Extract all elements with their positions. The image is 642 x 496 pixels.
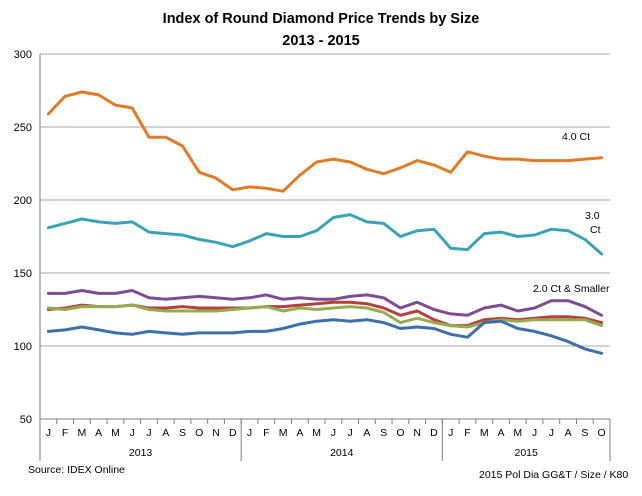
- year-label: 2013: [129, 447, 153, 459]
- series-line: [46, 318, 604, 355]
- x-tick-label: S: [179, 427, 186, 439]
- series-label: 4.0 Ct: [562, 131, 590, 143]
- x-tick-label: D: [430, 427, 438, 439]
- credit-note: 2015 Pol Dia GG&T / Size / K80: [479, 469, 629, 481]
- year-label: 2015: [514, 447, 538, 459]
- x-tick-label: N: [212, 427, 220, 439]
- x-tick-label: A: [498, 427, 505, 439]
- x-tick-label: S: [380, 427, 387, 439]
- x-tick-label: M: [279, 427, 288, 439]
- x-tick-label: F: [263, 427, 269, 439]
- x-tick-label: A: [363, 427, 370, 439]
- x-tick-label: A: [296, 427, 303, 439]
- y-tick-label: 300: [14, 49, 32, 61]
- x-tick-label: M: [513, 427, 522, 439]
- x-tick-label: M: [78, 427, 87, 439]
- series-label: 3.0: [585, 210, 600, 222]
- x-tick-label: J: [448, 427, 453, 439]
- x-tick-label: M: [111, 427, 120, 439]
- x-tick-label: N: [413, 427, 421, 439]
- x-tick-label: M: [480, 427, 489, 439]
- x-tick-label: J: [46, 427, 51, 439]
- x-tick-label: J: [331, 427, 336, 439]
- x-tick-label: J: [247, 427, 252, 439]
- y-tick-label: 250: [14, 122, 32, 134]
- series-label: 2.0 Ct & Smaller: [533, 283, 610, 295]
- series-line: [46, 289, 604, 317]
- x-tick-label: S: [581, 427, 588, 439]
- y-tick-label: 50: [20, 414, 32, 426]
- x-tick-label: J: [146, 427, 151, 439]
- series-label: Ct: [590, 224, 601, 236]
- chart-title: Index of Round Diamond Price Trends by S…: [162, 11, 480, 27]
- series-line: [46, 213, 604, 256]
- y-tick-label: 100: [14, 341, 32, 353]
- y-tick-label: 150: [14, 268, 32, 280]
- x-tick-label: O: [195, 427, 203, 439]
- source-note: Source: IDEX Online: [28, 464, 125, 476]
- y-axis: 50 100 150 200 250 300: [14, 49, 41, 426]
- x-tick-label: O: [396, 427, 404, 439]
- x-tick-label: O: [598, 427, 606, 439]
- x-tick-label: A: [162, 427, 169, 439]
- x-tick-label: D: [229, 427, 237, 439]
- x-tick-label: A: [95, 427, 102, 439]
- x-tick-label: J: [549, 427, 554, 439]
- chart-subtitle: 2013 - 2015: [282, 33, 360, 49]
- x-tick-label: J: [348, 427, 353, 439]
- series-line: [46, 303, 604, 329]
- year-label: 2014: [330, 447, 354, 459]
- x-tick-label: F: [464, 427, 470, 439]
- series-line: [46, 90, 604, 193]
- series-labels: 4.0 Ct 3.0 Ct 2.0 Ct & Smaller: [533, 131, 610, 295]
- x-tick-label: J: [130, 427, 135, 439]
- y-tick-label: 200: [14, 195, 32, 207]
- x-tick-label: A: [565, 427, 572, 439]
- gridlines: [40, 53, 610, 347]
- series-lines: [46, 90, 604, 355]
- x-tick-label: J: [532, 427, 537, 439]
- x-tick-label: F: [62, 427, 68, 439]
- x-tick-label: M: [312, 427, 321, 439]
